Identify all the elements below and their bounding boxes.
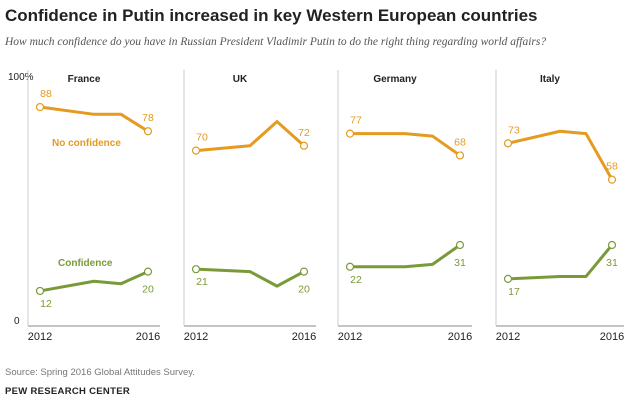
- data-point-confidence-germany-2016: [455, 240, 465, 250]
- data-point-confidence-france-2016: [143, 267, 153, 276]
- source-note: Source: Spring 2016 Global Attitudes Sur…: [5, 367, 195, 378]
- data-label-confidence-italy-start: 17: [508, 286, 520, 298]
- x-tick-label-uk-start: 2012: [184, 331, 208, 343]
- data-point-confidence-uk-2012: [191, 265, 201, 274]
- series-line-confidence-uk: [194, 267, 306, 288]
- data-label-no-confidence-france-end: 78: [142, 112, 154, 124]
- data-label-confidence-uk-start: 21: [196, 276, 208, 288]
- data-label-no-confidence-germany-start: 77: [350, 115, 362, 127]
- data-label-no-confidence-italy-start: 73: [508, 124, 520, 136]
- series-line-no-confidence-italy: [506, 129, 614, 182]
- data-label-no-confidence-france-start: 88: [40, 88, 52, 100]
- x-tick-label-germany-start: 2012: [338, 331, 362, 343]
- data-point-confidence-italy-2016: [607, 240, 617, 250]
- data-label-no-confidence-uk-end: 72: [298, 127, 310, 139]
- data-label-confidence-uk-end: 20: [298, 284, 310, 296]
- series-line-no-confidence-france: [38, 105, 150, 133]
- data-point-confidence-uk-2016: [299, 267, 309, 276]
- data-point-confidence-germany-2012: [345, 262, 355, 271]
- panel-title-france: France: [68, 74, 101, 85]
- brand-footer: PEW RESEARCH CENTER: [5, 386, 130, 397]
- series-label-confidence: Confidence: [58, 258, 113, 269]
- data-point-no-confidence-france-2012: [35, 102, 45, 112]
- data-point-no-confidence-france-2016: [143, 127, 153, 136]
- x-tick-label-france-start: 2012: [28, 331, 52, 343]
- data-point-no-confidence-uk-2012: [191, 146, 201, 155]
- series-line-no-confidence-uk: [194, 120, 306, 153]
- panel-title-uk: UK: [233, 74, 248, 85]
- x-tick-label-italy-start: 2012: [496, 331, 520, 343]
- chart-subtitle: How much confidence do you have in Russi…: [5, 36, 547, 48]
- data-label-confidence-france-start: 12: [40, 298, 52, 310]
- x-tick-label-france-end: 2016: [136, 331, 160, 343]
- data-point-no-confidence-germany-2012: [345, 129, 355, 138]
- data-point-no-confidence-italy-2016: [607, 175, 617, 184]
- data-label-confidence-italy-end: 31: [606, 257, 618, 269]
- data-label-no-confidence-italy-end: 58: [606, 161, 618, 173]
- y-tick-label-100: 100%: [8, 72, 34, 83]
- data-point-confidence-france-2012: [35, 286, 45, 296]
- series-label-no-confidence: No confidence: [52, 138, 121, 149]
- panel-title-germany: Germany: [373, 74, 417, 85]
- x-tick-label-germany-end: 2016: [448, 331, 472, 343]
- data-point-confidence-italy-2012: [503, 274, 513, 283]
- data-label-confidence-germany-start: 22: [350, 274, 362, 286]
- panel-title-italy: Italy: [540, 74, 560, 85]
- chart-title: Confidence in Putin increased in key Wes…: [5, 6, 538, 25]
- data-point-no-confidence-germany-2016: [455, 151, 465, 160]
- x-tick-label-italy-end: 2016: [600, 331, 624, 343]
- data-label-no-confidence-germany-end: 68: [454, 136, 466, 148]
- data-label-no-confidence-uk-start: 70: [196, 132, 208, 144]
- series-line-confidence-france: [38, 270, 150, 293]
- y-tick-label-0: 0: [14, 316, 20, 327]
- data-point-no-confidence-uk-2016: [299, 141, 309, 150]
- data-label-confidence-germany-end: 31: [454, 257, 466, 269]
- series-line-no-confidence-germany: [348, 132, 462, 157]
- series-line-confidence-italy: [506, 243, 614, 281]
- data-point-no-confidence-italy-2012: [503, 139, 513, 148]
- x-tick-label-uk-end: 2016: [292, 331, 316, 343]
- series-line-confidence-germany: [348, 243, 462, 269]
- data-label-confidence-france-end: 20: [142, 284, 154, 296]
